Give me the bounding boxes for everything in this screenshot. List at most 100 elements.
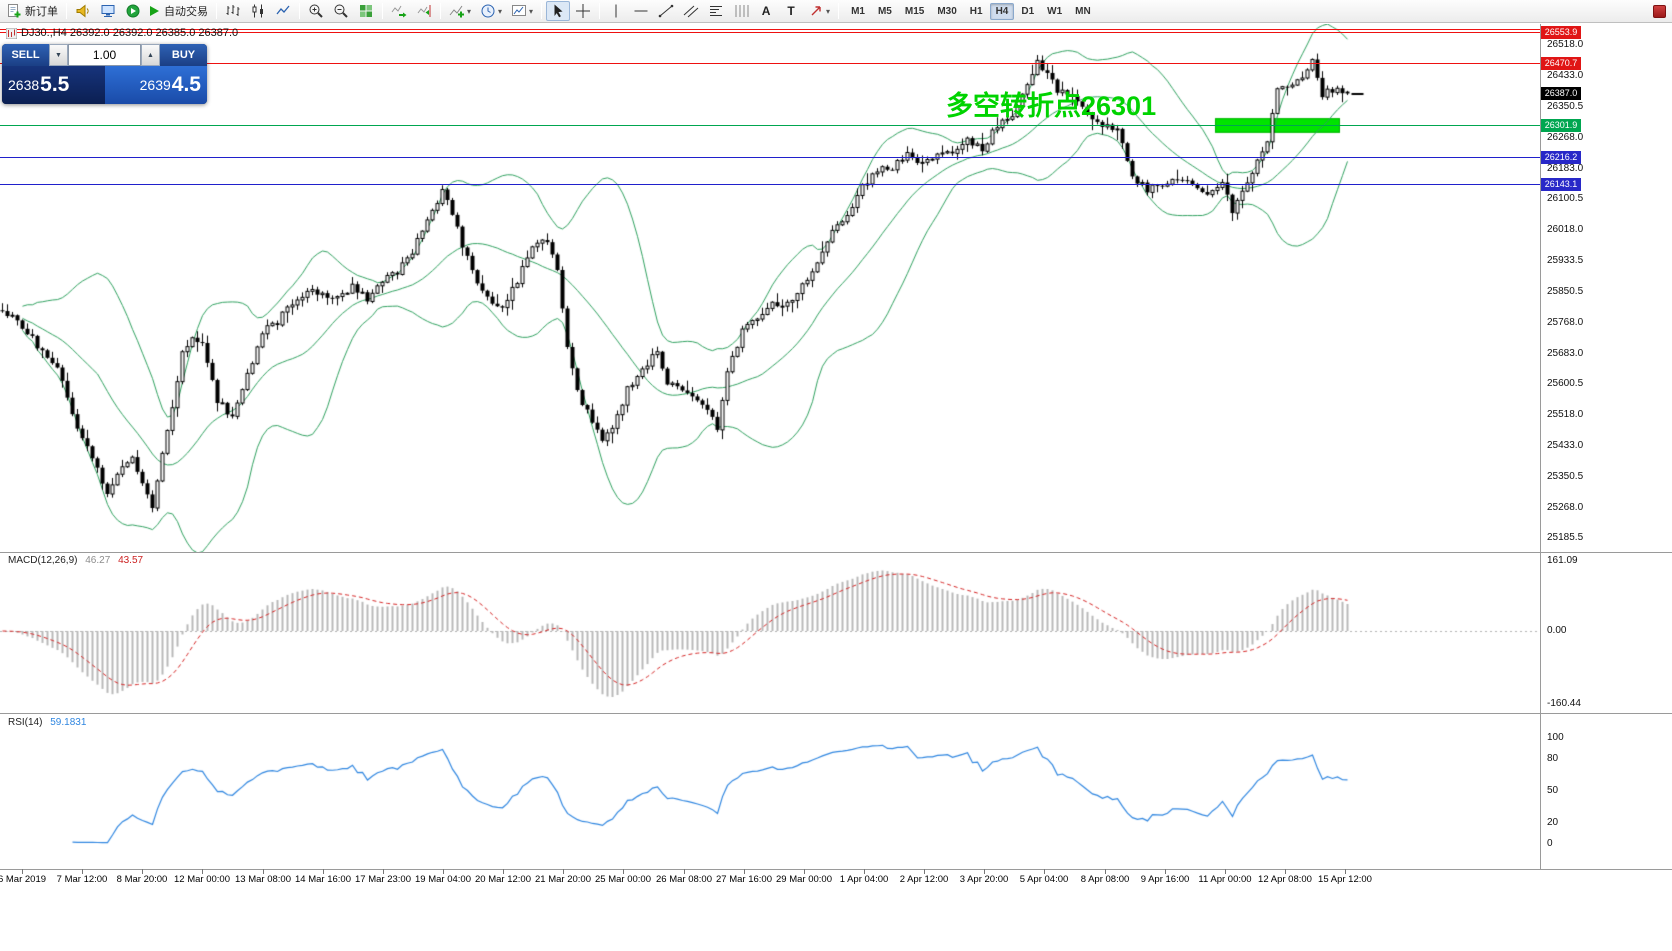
buy-price-big: 4.5: [171, 73, 201, 96]
price-axis-border: [1540, 24, 1541, 869]
price-axis-label: 25268.0: [1547, 501, 1584, 513]
time-axis-label: 29 Mar 00:00: [776, 874, 832, 885]
time-axis-tick: [142, 869, 143, 874]
arrows-button[interactable]: [804, 1, 834, 21]
sell-button[interactable]: SELL: [2, 44, 49, 66]
templates-button[interactable]: [507, 1, 537, 21]
time-axis-tick: [684, 869, 685, 874]
terminal-button[interactable]: [96, 1, 120, 21]
time-axis-tick: [503, 869, 504, 874]
timeframe-m30-button[interactable]: M30: [937, 5, 957, 17]
horizontal-level-line[interactable]: [0, 63, 1540, 64]
buy-button[interactable]: BUY: [160, 44, 207, 66]
rsi-scale-label: 20: [1547, 816, 1559, 828]
horizontal-level-line[interactable]: [0, 125, 1540, 126]
autotrading-button[interactable]: 自动交易: [146, 1, 212, 21]
text-label-button[interactable]: [779, 1, 803, 21]
volume-increase-button[interactable]: ▲: [141, 44, 160, 66]
main-toolbar: 新订单 自动交易: [0, 0, 1672, 23]
time-axis-label: 20 Mar 12:00: [475, 874, 531, 885]
cursor-button[interactable]: [546, 1, 571, 21]
alert-horn-button[interactable]: [71, 1, 95, 21]
price-axis-label: 26433.0: [1547, 70, 1584, 82]
time-axis-tick: [1285, 869, 1286, 874]
price-level-badge: 26301.9: [1541, 119, 1581, 132]
vertical-line-button[interactable]: [604, 1, 628, 21]
rsi-scale-label: 100: [1547, 732, 1564, 743]
chart-title-text: DJ30.,H4 26392.0 26392.0 26385.0 26387.0: [21, 27, 239, 39]
rsi-scale-label: 80: [1547, 753, 1559, 765]
autotrading-play-icon: [150, 6, 159, 16]
periods-button[interactable]: [476, 1, 506, 21]
horizontal-level-line[interactable]: [0, 184, 1540, 185]
new-order-icon: [6, 3, 22, 19]
time-axis-tick: [82, 869, 83, 874]
toolbar-separator: [382, 3, 383, 19]
horizontal-level-line[interactable]: [0, 157, 1540, 158]
time-axis-tick: [924, 869, 925, 874]
timeframe-h1-button[interactable]: H1: [969, 5, 983, 17]
chart-annotation[interactable]: 多空转折点26301: [946, 91, 1157, 121]
macd-pane-canvas[interactable]: [0, 553, 1540, 713]
timeframe-w1-button[interactable]: W1: [1047, 5, 1063, 17]
macd-signal-value: 43.57: [118, 555, 144, 566]
cycle-lines-button[interactable]: [729, 1, 753, 21]
time-axis-label: 21 Mar 20:00: [535, 874, 591, 885]
timeframe-mn-button[interactable]: MN: [1075, 5, 1091, 17]
time-axis-label: 12 Mar 00:00: [174, 874, 230, 885]
zoom-in-button[interactable]: [304, 1, 328, 21]
candlestick-chart-button[interactable]: [246, 1, 270, 21]
zoom-in-icon: [308, 3, 324, 19]
time-axis-label: 26 Mar 08:00: [656, 874, 712, 885]
text-button[interactable]: [754, 1, 778, 21]
volume-input[interactable]: [68, 44, 141, 66]
buy-price-small: 2639: [139, 77, 171, 93]
time-axis-label: 14 Mar 16:00: [295, 874, 351, 885]
indicators-button[interactable]: [445, 1, 475, 21]
pane-separator[interactable]: [0, 713, 1672, 714]
toolbar-separator: [66, 3, 67, 19]
time-axis-tick: [864, 869, 865, 874]
expert-advisors-button[interactable]: [121, 1, 145, 21]
timeframe-h4-button[interactable]: H4: [989, 2, 1015, 20]
notification-button[interactable]: [1648, 1, 1670, 21]
trendline-button[interactable]: [654, 1, 678, 21]
buy-price[interactable]: 2639 4.5: [104, 66, 207, 104]
equidistant-channel-button[interactable]: [679, 1, 703, 21]
tile-windows-button[interactable]: [354, 1, 378, 21]
crosshair-button[interactable]: [571, 1, 595, 21]
bar-chart-button[interactable]: [221, 1, 245, 21]
fibonacci-button[interactable]: [704, 1, 728, 21]
time-axis-tick: [263, 869, 264, 874]
rsi-pane-canvas[interactable]: [0, 714, 1540, 869]
horizontal-line-button[interactable]: [629, 1, 653, 21]
auto-scroll-button[interactable]: [387, 1, 411, 21]
sell-price[interactable]: 2638 5.5: [2, 66, 105, 104]
timeframe-d1-button[interactable]: D1: [1021, 5, 1035, 17]
time-axis-tick: [984, 869, 985, 874]
timeframe-m1-button[interactable]: M1: [851, 5, 865, 17]
chart-shift-button[interactable]: [412, 1, 436, 21]
line-chart-button[interactable]: [271, 1, 295, 21]
time-axis-tick: [744, 869, 745, 874]
volume-decrease-button[interactable]: ▼: [49, 44, 68, 66]
price-chart-canvas[interactable]: [0, 24, 1540, 552]
macd-scale-label: -160.44: [1547, 698, 1581, 709]
zoom-out-button[interactable]: [329, 1, 353, 21]
pane-separator[interactable]: [0, 552, 1672, 553]
price-axis-label: 25350.5: [1547, 470, 1584, 482]
timeframe-m5-button[interactable]: M5: [877, 5, 892, 17]
timeframe-m15-button[interactable]: M15: [904, 5, 925, 17]
horizontal-level-line[interactable]: [0, 29, 1540, 30]
crosshair-icon: [575, 3, 591, 19]
time-axis-tick: [1165, 869, 1166, 874]
price-axis-label: 26518.0: [1547, 39, 1584, 50]
new-order-button[interactable]: 新订单: [2, 1, 62, 21]
equidistant-channel-icon: [683, 3, 699, 19]
horizontal-level-line[interactable]: [0, 32, 1540, 33]
chart-title: DJ30.,H4 26392.0 26392.0 26385.0 26387.0: [5, 27, 239, 39]
time-axis-label: 1 Apr 04:00: [839, 874, 889, 885]
zoom-out-icon: [333, 3, 349, 19]
price-axis-label: 26018.0: [1547, 224, 1584, 235]
